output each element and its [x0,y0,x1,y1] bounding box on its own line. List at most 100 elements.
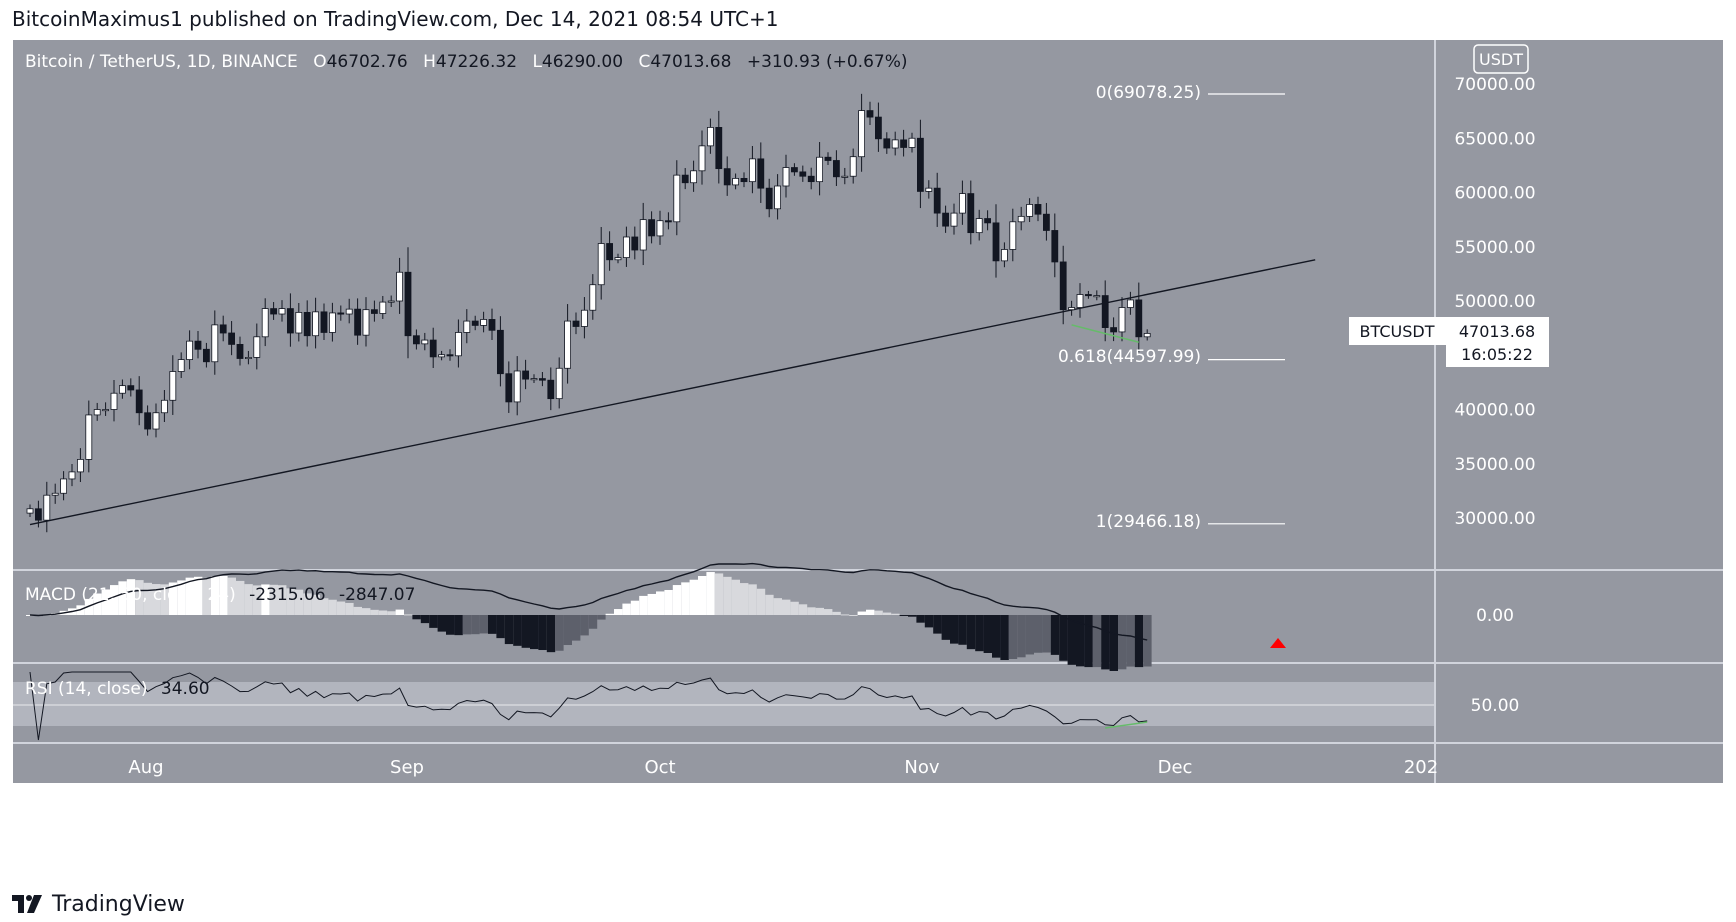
candle[interactable] [1034,204,1042,215]
price-pane[interactable] [26,93,1316,533]
candle[interactable] [119,385,126,394]
candle[interactable] [539,378,546,381]
chart-frame[interactable]: 30000.00 35000.00 40000.00 50000.00 55000.00… [13,40,1723,873]
candle[interactable] [93,409,101,416]
candle[interactable] [891,139,899,149]
candle[interactable] [186,340,194,360]
candle[interactable] [530,378,538,381]
time-axis-bg[interactable] [13,743,1435,783]
macd-pane[interactable] [26,562,1286,671]
candle[interactable] [656,220,664,237]
candle[interactable] [917,137,924,192]
candle[interactable] [774,185,781,210]
price-axis-bg[interactable] [1435,40,1723,743]
price-divergence-line[interactable] [1071,324,1139,343]
candle[interactable] [799,171,807,177]
candle[interactable] [791,167,798,173]
candle[interactable] [833,160,840,178]
rsi-pane[interactable] [29,671,1148,741]
candle[interactable] [488,319,496,331]
candle[interactable] [866,110,874,118]
candle[interactable] [211,324,219,363]
candle[interactable] [160,399,168,414]
candle[interactable] [959,193,966,214]
candle[interactable] [396,271,404,302]
candle[interactable] [908,137,916,148]
candle[interactable] [589,284,597,311]
candle[interactable] [639,219,647,251]
candle[interactable] [387,300,395,303]
candle[interactable] [1093,295,1101,298]
candle[interactable] [219,324,227,334]
candle[interactable] [505,373,513,403]
candle[interactable] [1026,204,1033,217]
candle[interactable] [1127,299,1134,308]
main-pane-bg[interactable] [13,40,1435,569]
candle[interactable] [1009,221,1017,250]
candle[interactable] [707,127,714,147]
candle[interactable] [169,371,177,401]
candle[interactable] [513,370,521,403]
candle[interactable] [463,320,471,333]
candle[interactable] [152,412,160,430]
candle[interactable] [858,110,865,158]
candle[interactable] [110,392,118,410]
candle[interactable] [236,343,244,359]
candle[interactable] [572,320,580,327]
candle[interactable] [68,471,76,480]
candle[interactable] [933,187,941,214]
candle[interactable] [564,320,571,369]
candle[interactable] [362,309,370,336]
candle[interactable] [60,478,67,494]
candle[interactable] [723,168,731,186]
price-axis[interactable]: 30000.00 35000.00 40000.00 50000.00 55000.00… [1454,75,1535,529]
candle[interactable] [496,329,504,375]
candle[interactable] [1068,307,1075,311]
candle[interactable] [665,220,672,223]
candle[interactable] [698,145,706,172]
candle[interactable] [623,236,630,259]
support-trendline[interactable] [29,259,1316,526]
candle[interactable] [606,243,613,261]
candle[interactable] [522,370,530,380]
candle[interactable] [807,175,815,183]
candle[interactable] [992,222,1000,262]
candle[interactable] [404,271,412,337]
candle[interactable] [51,492,59,496]
candle[interactable] [1059,261,1067,311]
candle[interactable] [421,339,429,345]
tradingview-logo-icon[interactable] [12,895,44,913]
candle[interactable] [673,174,681,223]
candle[interactable] [975,218,983,234]
candle[interactable] [438,354,446,358]
candle[interactable] [1143,333,1151,338]
candle[interactable] [471,320,479,326]
candle[interactable] [597,243,605,286]
candle[interactable] [127,385,135,391]
candle[interactable] [202,348,210,363]
candle[interactable] [824,156,832,161]
candle[interactable] [261,308,269,338]
candle[interactable] [1076,294,1084,308]
candle[interactable] [648,219,655,237]
candle[interactable] [144,412,152,430]
candle[interactable] [77,459,84,473]
candle[interactable] [337,312,345,315]
candle[interactable] [757,158,765,189]
candle[interactable] [370,309,378,314]
candle[interactable] [925,187,933,192]
candle[interactable] [1051,230,1059,263]
candle[interactable] [1101,295,1109,328]
candle[interactable] [1017,215,1025,223]
candle[interactable] [446,354,454,357]
candle[interactable] [1085,294,1092,297]
candle[interactable] [816,156,823,183]
candle[interactable] [278,308,286,315]
candle[interactable] [253,336,261,358]
candle[interactable] [320,311,328,333]
candle[interactable] [454,332,462,357]
candle[interactable] [177,359,185,372]
candle[interactable] [765,187,773,210]
candle[interactable] [715,127,723,170]
candle[interactable] [354,308,362,336]
